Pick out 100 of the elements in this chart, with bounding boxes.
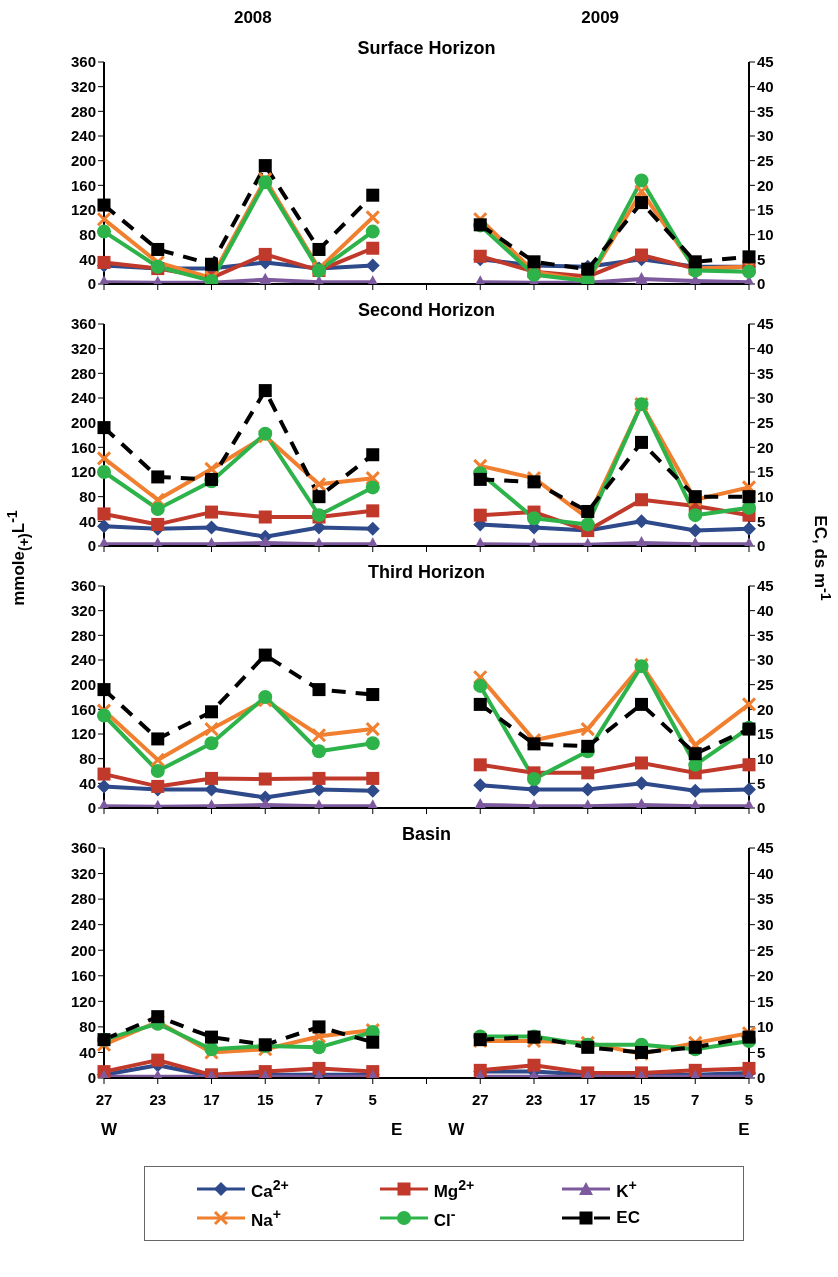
y-tick-label: 360	[70, 53, 96, 71]
y-tick-label: 80	[79, 487, 96, 505]
y-tick-label: 120	[70, 201, 96, 219]
y2-tick-label: 35	[757, 102, 774, 120]
y2-tick-label: 0	[757, 799, 766, 817]
y2-tick-label: 25	[757, 941, 774, 959]
y2-tick-label: 25	[757, 151, 774, 169]
y2-tick-label: 35	[757, 364, 774, 382]
y-tick-label: 280	[70, 890, 96, 908]
y2-tick-label: 0	[757, 537, 766, 555]
y-tick-label: 240	[70, 389, 96, 407]
y2-tick-label: 30	[757, 127, 774, 145]
x-tick-label: 17	[579, 1090, 597, 1108]
y-tick-label: 40	[79, 250, 96, 268]
y2-tick-label: 15	[757, 201, 774, 219]
text: 2009	[580, 8, 621, 28]
y2-tick-label: 30	[757, 915, 774, 933]
x-tick-label: 7	[691, 1090, 700, 1108]
y2-tick-label: 45	[757, 577, 774, 595]
y-tick-label: 200	[70, 941, 96, 959]
legend-label: Cl$^{-}$	[433, 1205, 456, 1231]
x-tick-label: 23	[525, 1090, 543, 1108]
y-tick-label: 120	[70, 992, 96, 1010]
y2-tick-label: 40	[757, 77, 774, 95]
y-tick-label: 80	[79, 225, 96, 243]
chart-title: Basin	[401, 824, 452, 845]
y2-tick-label: 0	[757, 275, 766, 293]
legend-label: EC	[616, 1207, 640, 1228]
x-tick-label: 5	[744, 1090, 754, 1108]
y-tick-label: 200	[70, 413, 96, 431]
y2-tick-label: 15	[757, 463, 774, 481]
x-tick-label: 27	[95, 1090, 113, 1108]
y-tick-label: 360	[70, 839, 96, 857]
legend-label: Na$^{+}$	[251, 1205, 282, 1231]
y-tick-label: 0	[87, 1069, 96, 1087]
y2-tick-label: 35	[757, 626, 774, 644]
x-tick-label: 27	[471, 1090, 489, 1108]
x-tick-label: 17	[203, 1090, 220, 1108]
y-tick-label: 280	[70, 364, 96, 382]
y2-tick-label: 5	[757, 1043, 766, 1061]
y-tick-label: 360	[70, 577, 96, 595]
y-tick-label: 160	[70, 438, 96, 456]
text: E	[390, 1120, 404, 1140]
y-tick-label: 0	[87, 537, 96, 555]
y2-tick-label: 10	[757, 749, 774, 767]
y-tick-label: 320	[70, 864, 96, 882]
y-tick-label: 0	[87, 799, 96, 817]
y2-tick-label: 35	[757, 890, 774, 908]
y-tick-label: 0	[87, 275, 96, 293]
text: W	[99, 1120, 118, 1140]
y-tick-label: 40	[79, 1043, 96, 1061]
y2-tick-label: 20	[757, 438, 774, 456]
text: W	[447, 1120, 466, 1140]
y-tick-label: 320	[70, 77, 96, 95]
y-tick-label: 360	[70, 315, 96, 333]
y2-tick-label: 15	[757, 725, 774, 743]
chart-title: Third Horizon	[367, 562, 486, 583]
y2-tick-label: 30	[757, 389, 774, 407]
y2-tick-label: 5	[757, 512, 766, 530]
y2-tick-label: 45	[757, 315, 774, 333]
x-tick-label: 5	[368, 1090, 377, 1108]
y-tick-label: 120	[70, 725, 96, 743]
y2-tick-label: 0	[757, 1069, 766, 1087]
x-tick-label: 7	[314, 1090, 324, 1108]
y-tick-label: 280	[70, 626, 96, 644]
y2-tick-label: 20	[757, 967, 774, 985]
y2-tick-label: 25	[757, 675, 774, 693]
y2-tick-label: 40	[757, 864, 774, 882]
legend-label: Ca$^{2+}$	[251, 1177, 289, 1202]
y2-tick-label: 25	[757, 413, 774, 431]
y-tick-label: 240	[70, 915, 96, 933]
y2-tick-label: 45	[757, 839, 774, 857]
y-tick-label: 160	[70, 967, 96, 985]
y-tick-label: 40	[79, 774, 96, 792]
y-tick-label: 320	[70, 339, 96, 357]
y2-tick-label: 10	[757, 1018, 774, 1036]
y2-tick-label: 15	[757, 992, 774, 1010]
legend-label: Mg$^{2+}$	[433, 1177, 475, 1202]
y2-tick-label: 20	[757, 700, 774, 718]
y2-tick-label: 40	[757, 339, 774, 357]
y-tick-label: 160	[70, 176, 96, 194]
text: E	[737, 1120, 751, 1140]
legend-label: K$^{+}$	[616, 1177, 637, 1202]
text: 2008	[232, 8, 273, 28]
y2-tick-label: 30	[757, 651, 774, 669]
y-tick-label: 80	[79, 749, 96, 767]
y-tick-label: 240	[70, 651, 96, 669]
y2-tick-label: 5	[757, 250, 766, 268]
x-tick-label: 15	[256, 1090, 274, 1108]
x-tick-label: 15	[633, 1090, 650, 1108]
y-tick-label: 320	[70, 601, 96, 619]
y2-tick-label: 10	[757, 487, 774, 505]
y-tick-label: 280	[70, 102, 96, 120]
y-tick-label: 80	[79, 1018, 96, 1036]
y-tick-label: 160	[70, 700, 96, 718]
y-tick-label: 200	[70, 151, 96, 169]
y-tick-label: 120	[70, 463, 96, 481]
chart-title: Surface Horizon	[356, 38, 497, 59]
y-tick-label: 40	[79, 512, 96, 530]
y2-tick-label: 45	[757, 53, 774, 71]
